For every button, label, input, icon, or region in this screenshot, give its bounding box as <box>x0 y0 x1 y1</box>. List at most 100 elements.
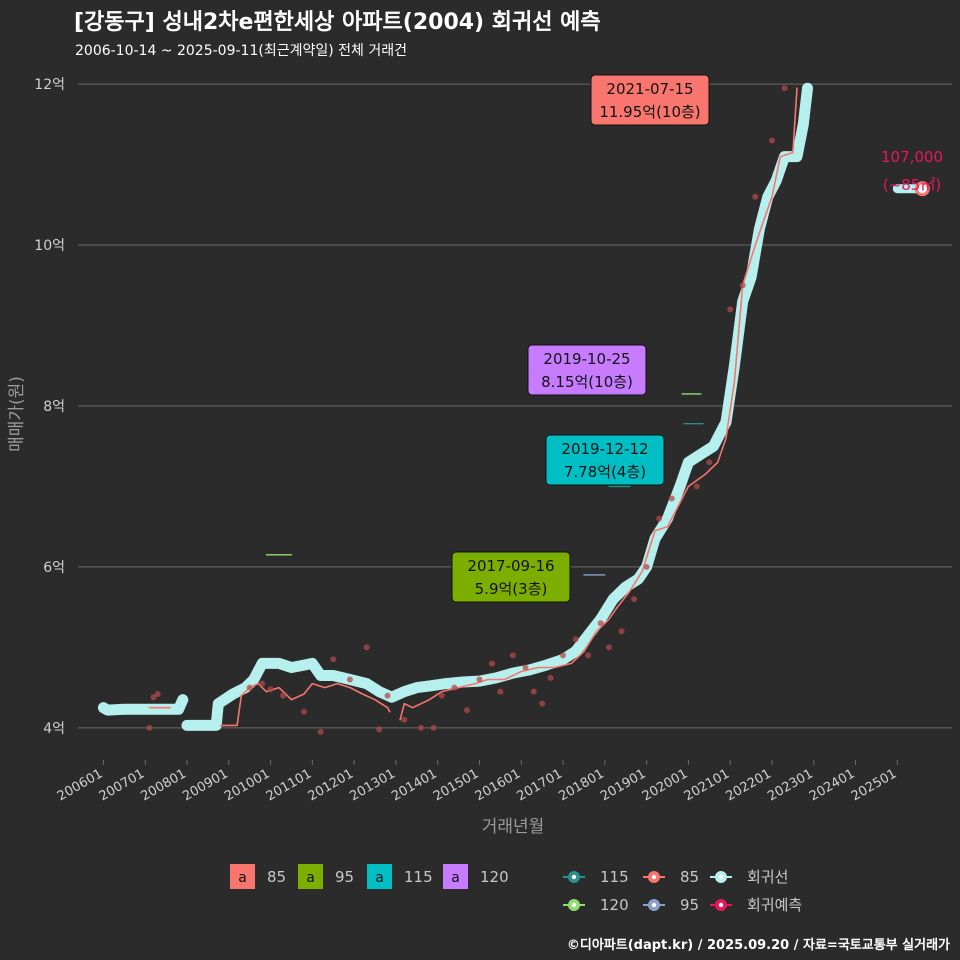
scatter-point <box>606 644 613 651</box>
legend-dot-center <box>651 902 657 908</box>
forecast-point <box>914 181 930 197</box>
x-tick-label: 200901 <box>180 766 230 804</box>
legend-line-label: 95 <box>680 896 699 914</box>
legend-lines: 115 85 회귀선 120 95 회귀예측 <box>563 868 802 914</box>
annotations: 2021-07-15 11.95억(10층) 2019-10-25 8.15억(10층… <box>451 74 710 603</box>
y-tick-label: 10억 <box>34 238 65 254</box>
x-tick-label: 201001 <box>222 766 272 804</box>
legend-line-label: 85 <box>680 868 699 886</box>
x-tick-label: 201501 <box>431 766 481 804</box>
series-line-회귀선 <box>97 694 189 716</box>
legend-key-85 <box>230 864 255 889</box>
x-tick-label: 201201 <box>306 766 356 804</box>
footer-credit: ©디아파트(dapt.kr) / 2025.09.20 / 자료=국토교통부 실… <box>566 938 950 953</box>
scatter-point <box>752 193 759 200</box>
x-tick-label: 202501 <box>849 766 899 804</box>
annotation-date: 2019-12-12 <box>561 440 648 458</box>
scatter-point <box>539 700 546 707</box>
x-tick-label: 201101 <box>264 766 314 804</box>
scatter-point <box>384 692 391 699</box>
forecast-marker: 107,000 (~85㎡) <box>881 148 943 197</box>
scatter-point <box>597 620 604 627</box>
scatter-point <box>300 708 307 715</box>
y-tick-label: 4억 <box>43 721 65 737</box>
scatter-point <box>438 692 445 699</box>
x-tick-label: 201701 <box>515 766 565 804</box>
scatter-points <box>146 85 788 735</box>
y-tick-label: 8억 <box>43 399 65 415</box>
scatter-point <box>643 563 650 570</box>
x-tick-label: 200801 <box>139 766 189 804</box>
x-tick-label: 200701 <box>97 766 147 804</box>
chart-title: [강동구] 성내2차e편한세상 아파트(2004) 회귀선 예측 <box>74 10 601 35</box>
scatter-point <box>656 515 663 522</box>
annotation-value: 8.15억(10층) <box>541 373 633 391</box>
legend-key-glyph: a <box>238 870 247 886</box>
scatter-point <box>246 684 253 691</box>
legend-key-115 <box>367 864 392 889</box>
scatter-point <box>739 282 746 289</box>
scatter-point <box>560 652 567 659</box>
forecast-value: 107,000 <box>881 148 943 166</box>
x-tick-label: 202101 <box>682 766 732 804</box>
annotation-value: 7.78억(4층) <box>564 463 646 481</box>
legend-label-115: 115 <box>404 868 433 886</box>
scatter-point <box>706 459 713 466</box>
scatter-point <box>463 707 470 714</box>
legend-line-label: 115 <box>600 868 629 886</box>
annotation-value: 11.95억(10층) <box>599 103 700 121</box>
y-axis-label: 매매가(원) <box>7 376 27 452</box>
scatter-point <box>489 660 496 667</box>
scatter-point <box>146 724 153 731</box>
x-tick-label: 201401 <box>389 766 439 804</box>
scatter-point <box>401 716 408 723</box>
legend-key-glyph: a <box>375 870 384 886</box>
x-tick-label: 202401 <box>807 766 857 804</box>
x-tick-label: 201601 <box>473 766 523 804</box>
annotation-box <box>545 434 665 486</box>
series-line-85 <box>219 682 391 727</box>
legend-key-glyph: a <box>451 870 460 886</box>
legend-key-glyph: a <box>306 870 315 886</box>
grid-lines <box>78 83 952 729</box>
legend-dot-center <box>718 874 724 880</box>
scatter-point <box>267 686 274 693</box>
chart-subtitle: 2006-10-14 ~ 2025-09-11(최근계약일) 전체 거래건 <box>75 43 407 59</box>
scatter-point <box>547 674 554 681</box>
scatter-point <box>330 656 337 663</box>
legend-dot-center <box>571 902 577 908</box>
legend-dot-center <box>651 874 657 880</box>
scatter-point <box>317 728 324 735</box>
scatter-point <box>522 664 529 671</box>
scatter-point <box>509 652 516 659</box>
scatter-point <box>376 726 383 733</box>
scatter-point <box>618 628 625 635</box>
scatter-point <box>530 688 537 695</box>
legend-dot-center <box>718 902 724 908</box>
legend-area: a 85 a 95 a 115 a 120 <box>230 864 509 889</box>
scatter-point <box>631 596 638 603</box>
series-line-회귀선 <box>181 82 813 731</box>
y-tick-label: 6억 <box>43 560 65 576</box>
y-tick-label: 12억 <box>34 77 65 93</box>
annotation-box <box>590 74 710 126</box>
annotation-date: 2019-10-25 <box>543 350 630 368</box>
annotation-box <box>451 551 571 603</box>
annotation-box <box>527 344 647 396</box>
scatter-point <box>768 137 775 144</box>
legend-label-95: 95 <box>335 868 354 886</box>
scatter-point <box>693 483 700 490</box>
x-tick-label: 202001 <box>640 766 690 804</box>
x-tick-label: 201801 <box>556 766 606 804</box>
legend-key-95 <box>298 864 323 889</box>
y-tick-labels: 4억 6억 8억 10억 12억 <box>34 77 65 737</box>
scatter-point <box>154 691 161 698</box>
legend-dot-center <box>571 874 577 880</box>
legend-line-label: 120 <box>600 896 629 914</box>
scatter-point <box>346 676 353 683</box>
scatter-point <box>476 676 483 683</box>
x-tick-label: 201901 <box>598 766 648 804</box>
scatter-point <box>430 724 437 731</box>
scatter-point <box>150 694 157 701</box>
